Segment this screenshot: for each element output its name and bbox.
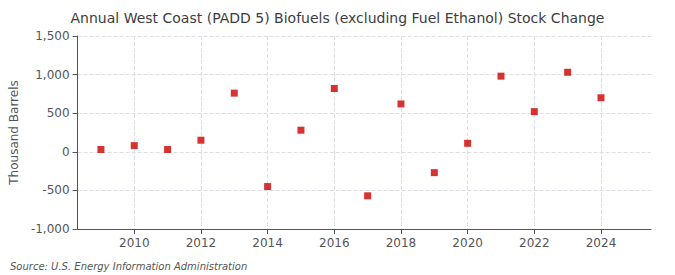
svg-text:500: 500 <box>47 106 70 120</box>
svg-text:Annual West Coast (PADD 5) Bio: Annual West Coast (PADD 5) Biofuels (exc… <box>71 10 605 26</box>
svg-text:2024: 2024 <box>586 236 617 250</box>
svg-text:2022: 2022 <box>519 236 550 250</box>
svg-text:2016: 2016 <box>319 236 350 250</box>
svg-text:0: 0 <box>62 145 70 159</box>
svg-text:2018: 2018 <box>386 236 417 250</box>
svg-text:1,500: 1,500 <box>35 29 69 43</box>
svg-text:2014: 2014 <box>252 236 283 250</box>
svg-text:2012: 2012 <box>186 236 217 250</box>
svg-text:Source: U.S. Energy Informatio: Source: U.S. Energy Information Administ… <box>10 261 247 272</box>
svg-text:1,000: 1,000 <box>35 68 69 82</box>
svg-text:-1,000: -1,000 <box>31 222 70 236</box>
svg-text:2010: 2010 <box>119 236 150 250</box>
svg-text:Thousand Barrels: Thousand Barrels <box>7 80 21 185</box>
svg-text:2020: 2020 <box>452 236 483 250</box>
svg-text:-500: -500 <box>42 183 69 197</box>
